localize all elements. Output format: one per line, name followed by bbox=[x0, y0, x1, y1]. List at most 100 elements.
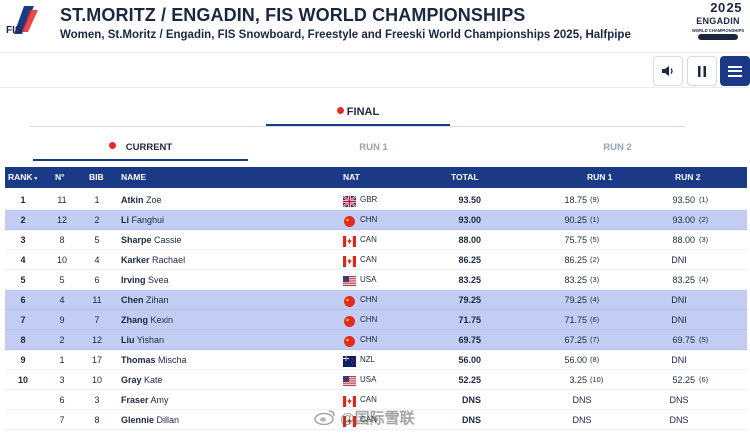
table-row[interactable]: 1 11 1 Atkin Zoe GBR 93.50 18.75 (9) 93.50 (1) bbox=[5, 190, 747, 210]
table-row[interactable]: 7 8 Glennie Dillan CAN DNS DNS DNS bbox=[5, 410, 747, 430]
run-1-rank: (9) bbox=[590, 195, 600, 204]
rank-cell: 3 bbox=[20, 235, 26, 245]
table-row[interactable]: 5 5 6 Irving Svea USA 83.25 83.25 (3) 83.25 (4) bbox=[5, 270, 747, 290]
nation-code: CHN bbox=[360, 315, 378, 324]
subtab-current[interactable]: CURRENT bbox=[33, 135, 248, 161]
total-score: 52.25 bbox=[458, 375, 481, 385]
table-row[interactable]: 6 4 11 Chen Zihan CHN 79.25 79.25 (4) DNI bbox=[5, 290, 747, 310]
country-flag-icon bbox=[343, 274, 356, 287]
sound-button[interactable] bbox=[653, 56, 683, 86]
total-score: 93.50 bbox=[458, 195, 481, 205]
athlete-first-name: Dillan bbox=[156, 415, 180, 425]
subtab-run-1[interactable]: RUN 1 bbox=[266, 135, 481, 161]
run-1-rank: (5) bbox=[590, 235, 600, 244]
run-2-score: 83.25 bbox=[672, 275, 695, 285]
athlete-name[interactable]: Gray Kate bbox=[121, 370, 163, 390]
nation-code: NZL bbox=[360, 355, 376, 364]
subtab-run-2[interactable]: RUN 2 bbox=[510, 135, 725, 161]
country-flag-icon bbox=[343, 314, 356, 327]
athlete-name[interactable]: Irving Svea bbox=[121, 270, 169, 290]
athlete-last-name: Fraser bbox=[121, 395, 149, 405]
bib-cell: 1 bbox=[94, 195, 100, 205]
nation-code: CHN bbox=[360, 295, 378, 304]
athlete-first-name: Fanghui bbox=[131, 215, 165, 225]
nation-code: CHN bbox=[360, 335, 378, 344]
country-flag-icon bbox=[343, 294, 356, 307]
bib-cell: 10 bbox=[91, 375, 102, 385]
table-row[interactable]: 7 9 7 Zhang Kexin CHN 71.75 71.75 (6) DNI bbox=[5, 310, 747, 330]
country-flag-icon bbox=[343, 414, 356, 427]
menu-button[interactable] bbox=[720, 56, 750, 86]
results-table-header: RANK ▾ N° BIB NAME NAT TOTAL RUN 1 RUN 2 bbox=[5, 167, 747, 188]
run-1-score: 56.00 bbox=[564, 355, 587, 365]
column-header-no[interactable]: N° bbox=[55, 172, 65, 182]
run-1-rank: (3) bbox=[590, 275, 600, 284]
athlete-first-name: Kexin bbox=[150, 315, 174, 325]
column-header-run-2[interactable]: RUN 2 bbox=[675, 172, 701, 182]
run-1-score: 67.25 bbox=[564, 335, 587, 345]
number-cell: 2 bbox=[59, 335, 65, 345]
athlete-name[interactable]: Thomas Mischa bbox=[121, 350, 187, 370]
subtab-run-2-label: RUN 2 bbox=[603, 142, 632, 153]
event-logo-pill bbox=[698, 34, 738, 40]
bib-cell: 8 bbox=[94, 415, 100, 425]
athlete-first-name: Amy bbox=[150, 395, 169, 405]
fis-logo[interactable]: FIS bbox=[4, 4, 40, 38]
athlete-name[interactable]: Li Fanghui bbox=[121, 210, 164, 230]
total-score: 69.75 bbox=[458, 335, 481, 345]
bib-cell: 3 bbox=[94, 395, 100, 405]
column-header-run-1[interactable]: RUN 1 bbox=[587, 172, 613, 182]
athlete-name[interactable]: Sharpe Cassie bbox=[121, 230, 182, 250]
run-1-score: 71.75 bbox=[564, 315, 587, 325]
athlete-name[interactable]: Chen Zihan bbox=[121, 290, 169, 310]
page-title: ST.MORITZ / ENGADIN, FIS WORLD CHAMPIONS… bbox=[60, 5, 526, 25]
table-row[interactable]: 8 2 12 Liu Yishan CHN 69.75 67.25 (7) 69.75 (5) bbox=[5, 330, 747, 350]
bib-cell: 5 bbox=[94, 235, 100, 245]
athlete-last-name: Sharpe bbox=[121, 235, 152, 245]
number-cell: 12 bbox=[56, 215, 67, 225]
nation-code: GBR bbox=[360, 195, 378, 204]
athlete-name[interactable]: Karker Rachael bbox=[121, 250, 185, 270]
run-1-rank: (4) bbox=[590, 295, 600, 304]
athlete-last-name: Thomas bbox=[121, 355, 156, 365]
column-header-rank[interactable]: RANK ▾ bbox=[8, 172, 38, 182]
run-2-score: DNI bbox=[671, 315, 687, 325]
event-logo-caption: WORLD CHAMPIONSHIPS bbox=[691, 28, 745, 33]
run-2-rank: (1) bbox=[699, 195, 709, 204]
table-row[interactable]: 2 12 2 Li Fanghui CHN 93.00 90.25 (1) 93.00 (2) bbox=[5, 210, 747, 230]
athlete-last-name: Zhang bbox=[121, 315, 148, 325]
country-flag-icon bbox=[343, 334, 356, 347]
rank-cell: 7 bbox=[20, 315, 26, 325]
athlete-name[interactable]: Liu Yishan bbox=[121, 330, 164, 350]
athlete-name[interactable]: Glennie Dillan bbox=[121, 410, 179, 430]
rank-cell: 5 bbox=[20, 275, 26, 285]
athlete-name[interactable]: Atkin Zoe bbox=[121, 190, 162, 210]
run-1-score: 18.75 bbox=[564, 195, 587, 205]
athlete-first-name: Zoe bbox=[146, 195, 162, 205]
total-score: 71.75 bbox=[458, 315, 481, 325]
table-row[interactable]: 6 3 Fraser Amy CAN DNS DNS DNS bbox=[5, 390, 747, 410]
athlete-name[interactable]: Zhang Kexin bbox=[121, 310, 173, 330]
country-flag-icon bbox=[342, 194, 357, 208]
table-row[interactable]: 4 10 4 Karker Rachael CAN 86.25 86.25 (2) DNI bbox=[5, 250, 747, 270]
table-row[interactable]: 3 8 5 Sharpe Cassie CAN 88.00 75.75 (5) 88.00 (3) bbox=[5, 230, 747, 250]
tab-final[interactable]: FINAL bbox=[266, 98, 450, 126]
run-2-rank: (3) bbox=[699, 235, 709, 244]
run-1-rank: (8) bbox=[590, 355, 600, 364]
column-header-bib[interactable]: BIB bbox=[89, 172, 104, 182]
bib-cell: 11 bbox=[92, 295, 102, 305]
column-header-total[interactable]: TOTAL bbox=[451, 172, 479, 182]
column-header-name[interactable]: NAME bbox=[121, 172, 147, 182]
pause-button[interactable] bbox=[687, 56, 717, 86]
run-2-score: 88.00 bbox=[672, 235, 695, 245]
table-row[interactable]: 9 1 17 Thomas Mischa NZL 56.00 56.00 (8) DNI bbox=[5, 350, 747, 370]
number-cell: 1 bbox=[59, 355, 65, 365]
run-2-score: 52.25 bbox=[672, 375, 695, 385]
total-score: 56.00 bbox=[458, 355, 481, 365]
run-2-score: DNS bbox=[669, 395, 689, 405]
athlete-name[interactable]: Fraser Amy bbox=[121, 390, 169, 410]
athlete-first-name: Zihan bbox=[146, 295, 169, 305]
column-header-nat[interactable]: NAT bbox=[343, 172, 360, 182]
table-row[interactable]: 10 3 10 Gray Kate USA 52.25 3.25 (10) 52.25 (6) bbox=[5, 370, 747, 390]
run-1-score: 75.75 bbox=[564, 235, 587, 245]
